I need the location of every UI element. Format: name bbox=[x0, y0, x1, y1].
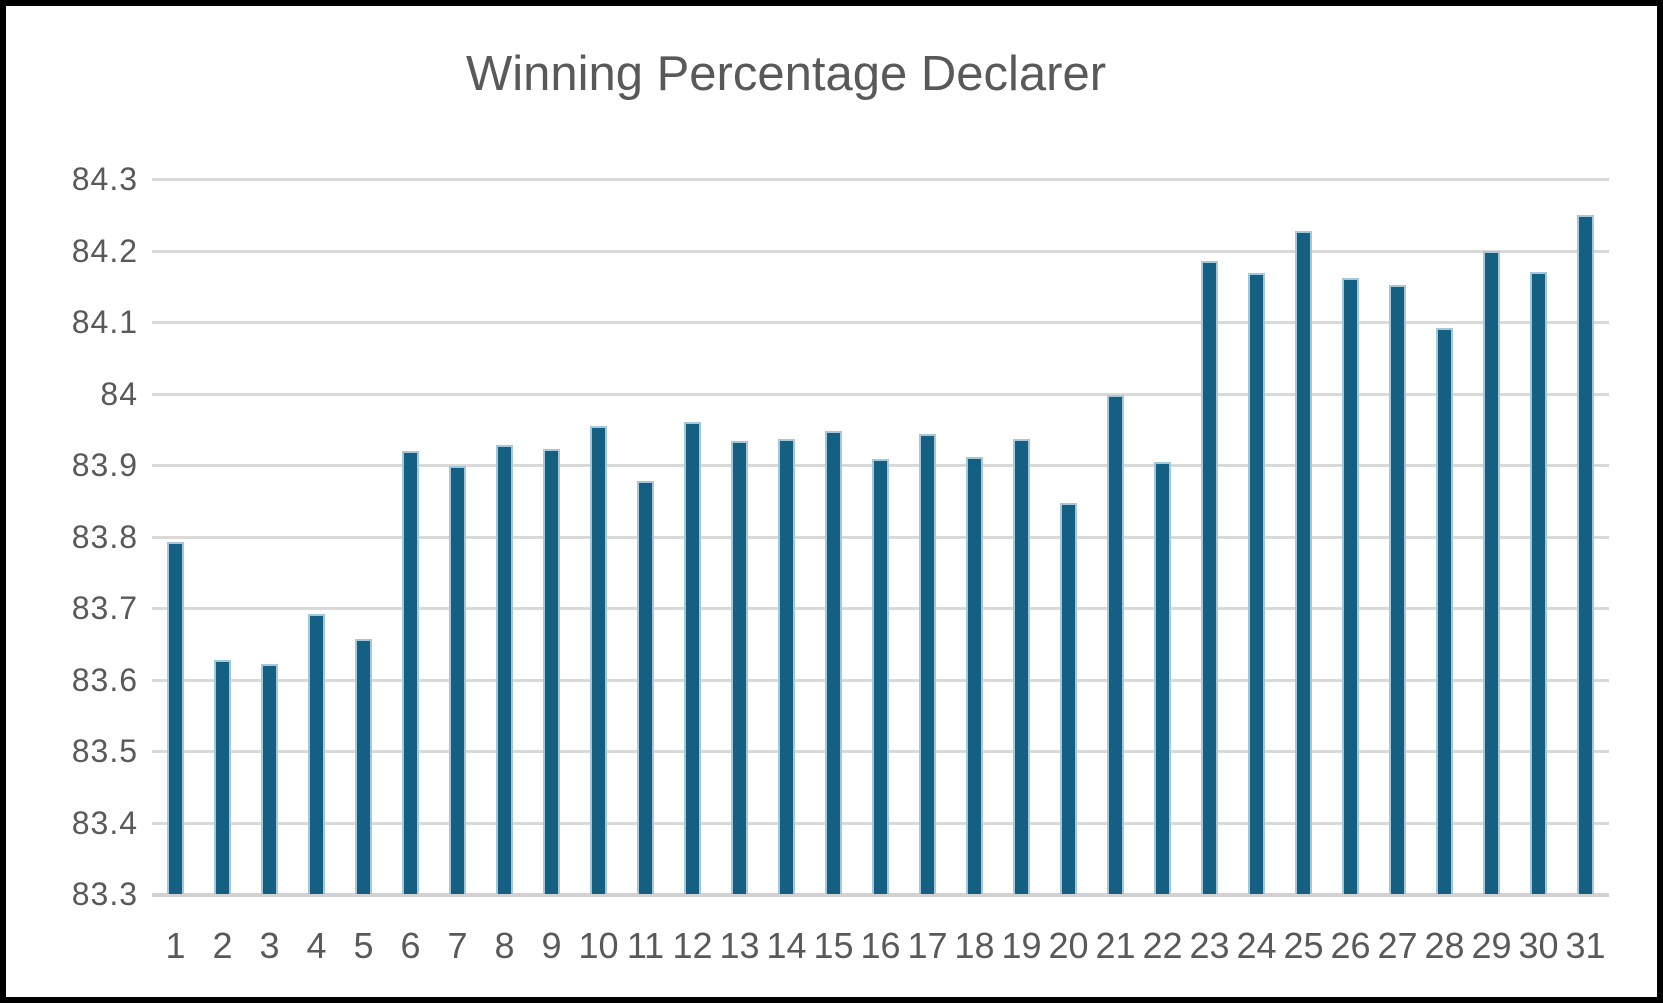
x-axis-label: 31 bbox=[1565, 925, 1606, 966]
x-axis-label: 29 bbox=[1471, 925, 1512, 966]
bar-8 bbox=[496, 444, 513, 894]
bar-25 bbox=[1295, 231, 1312, 894]
x-axis-label: 1 bbox=[165, 925, 186, 966]
x-axis-line bbox=[152, 893, 1609, 897]
y-axis-label: 84.2 bbox=[71, 232, 138, 269]
bar-16 bbox=[872, 458, 889, 894]
bar-15 bbox=[825, 430, 842, 894]
bar-6 bbox=[402, 450, 419, 894]
x-axis-label: 26 bbox=[1330, 925, 1371, 966]
x-axis-label: 21 bbox=[1095, 925, 1136, 966]
x-axis-label: 4 bbox=[306, 925, 327, 966]
bar-10 bbox=[590, 425, 607, 894]
gridline bbox=[152, 321, 1609, 324]
x-axis-label: 22 bbox=[1142, 925, 1183, 966]
y-axis-label: 84.1 bbox=[71, 304, 138, 340]
x-axis-label: 12 bbox=[672, 925, 713, 966]
y-axis-label: 83.6 bbox=[71, 661, 138, 698]
bar-20 bbox=[1060, 502, 1077, 894]
bar-14 bbox=[778, 438, 795, 894]
bar-5 bbox=[355, 639, 372, 894]
bar-13 bbox=[731, 440, 748, 894]
y-axis-label: 83.8 bbox=[71, 518, 138, 555]
y-axis-label: 83.9 bbox=[71, 447, 138, 483]
bar-26 bbox=[1342, 277, 1359, 894]
x-axis-label: 30 bbox=[1518, 925, 1559, 966]
x-axis-label: 10 bbox=[578, 925, 619, 966]
x-axis-label: 20 bbox=[1048, 925, 1089, 966]
x-axis-label: 17 bbox=[907, 925, 948, 966]
y-axis-label: 83.7 bbox=[71, 590, 138, 626]
bar-3 bbox=[261, 663, 278, 894]
x-axis-label: 28 bbox=[1424, 925, 1465, 966]
y-axis-label: 83.3 bbox=[71, 876, 138, 912]
x-axis-label: 2 bbox=[212, 925, 233, 966]
x-axis-label: 14 bbox=[766, 925, 807, 966]
bar-22 bbox=[1154, 462, 1171, 894]
bar-29 bbox=[1483, 250, 1500, 894]
x-axis-label: 25 bbox=[1283, 925, 1324, 966]
bar-28 bbox=[1436, 328, 1453, 894]
bar-11 bbox=[637, 480, 654, 894]
bar-12 bbox=[684, 422, 701, 894]
x-axis-label: 13 bbox=[719, 925, 760, 966]
bar-23 bbox=[1201, 261, 1218, 894]
y-axis-label: 84 bbox=[100, 375, 138, 412]
gridline bbox=[152, 392, 1609, 396]
x-axis-label: 18 bbox=[954, 925, 995, 966]
x-axis-label: 3 bbox=[259, 925, 280, 966]
chart-title: Winning Percentage Declarer bbox=[465, 47, 1107, 101]
x-axis-label: 11 bbox=[626, 925, 665, 966]
x-axis-label: 7 bbox=[447, 925, 468, 966]
x-axis-label: 16 bbox=[860, 925, 901, 966]
gridline bbox=[152, 249, 1609, 253]
bar-4 bbox=[308, 614, 325, 894]
y-axis-label: 84.3 bbox=[71, 161, 138, 197]
y-axis-label: 83.5 bbox=[71, 733, 138, 769]
x-axis-label: 8 bbox=[494, 925, 515, 966]
x-axis-label: 9 bbox=[541, 925, 562, 966]
x-axis-label: 27 bbox=[1377, 925, 1418, 966]
bar-27 bbox=[1389, 284, 1406, 894]
x-axis-label: 23 bbox=[1189, 925, 1230, 966]
bar-31 bbox=[1577, 214, 1594, 894]
bar-9 bbox=[543, 449, 560, 894]
y-axis-label: 83.4 bbox=[71, 804, 138, 841]
bar-7 bbox=[449, 466, 466, 894]
x-axis-label: 15 bbox=[813, 925, 854, 966]
bar-18 bbox=[966, 457, 983, 894]
bar-19 bbox=[1013, 438, 1030, 894]
x-axis-label: 24 bbox=[1236, 925, 1277, 966]
gridline bbox=[152, 178, 1609, 181]
x-axis-label: 6 bbox=[400, 925, 421, 966]
bar-24 bbox=[1248, 273, 1265, 894]
bar-1 bbox=[167, 541, 184, 894]
bar-30 bbox=[1530, 271, 1547, 894]
bar-17 bbox=[919, 434, 936, 894]
x-axis-label: 5 bbox=[353, 925, 374, 966]
bar-2 bbox=[214, 660, 231, 894]
x-axis-label: 19 bbox=[1001, 925, 1042, 966]
bar-21 bbox=[1107, 394, 1124, 894]
